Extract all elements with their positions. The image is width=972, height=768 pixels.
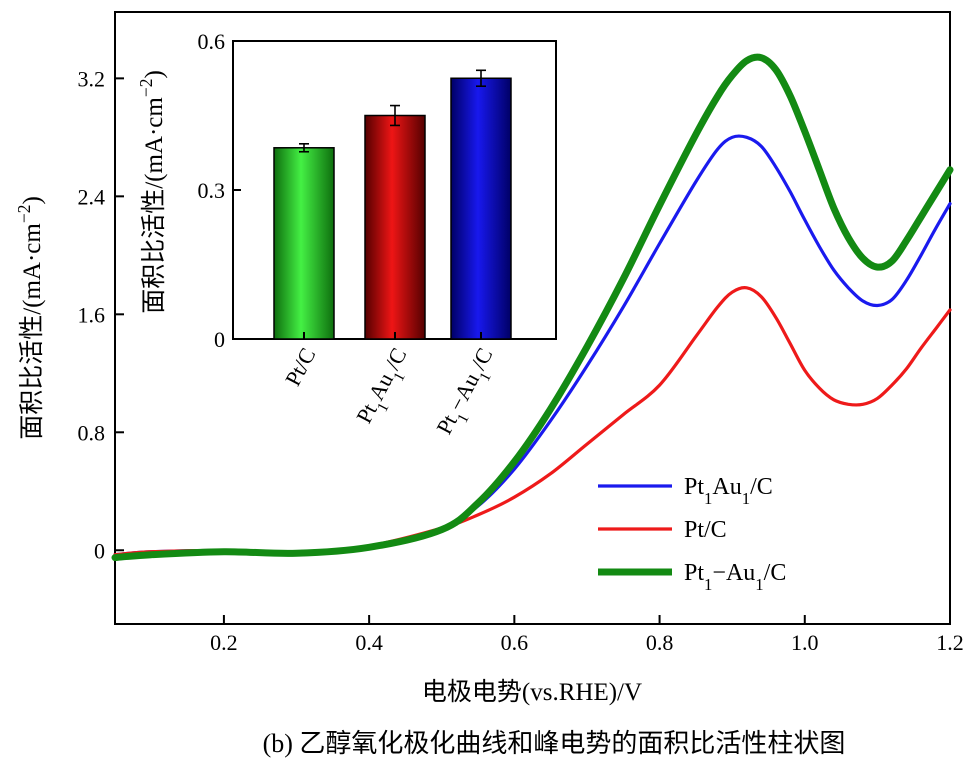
inset-bars bbox=[273, 69, 512, 340]
main-x-axis-label: 电极电势(vs.RHE)/V bbox=[422, 678, 642, 706]
inset-bar bbox=[450, 77, 512, 340]
main-y-ticks: 0 0.8 1.6 2.4 3.2 bbox=[78, 66, 124, 563]
inset-bar bbox=[364, 114, 426, 340]
main-x-tick-label: 0.8 bbox=[646, 630, 674, 655]
main-y-tick-label: 2.4 bbox=[78, 184, 106, 209]
series-line-pt1-au1 bbox=[111, 53, 954, 562]
inset-y-tick-label: 0.6 bbox=[198, 29, 226, 54]
main-x-tick-label: 1.0 bbox=[791, 630, 819, 655]
main-x-tick-label: 0.6 bbox=[501, 630, 529, 655]
main-y-tick-label: 0 bbox=[94, 538, 105, 563]
main-y-tick-label: 3.2 bbox=[78, 66, 106, 91]
inset-category-label: Pt1Au1/C bbox=[351, 344, 418, 431]
main-x-tick-label: 0.2 bbox=[210, 630, 238, 655]
inset-y-tick-label: 0.3 bbox=[198, 178, 226, 203]
legend: Pt1Au1/C Pt/C Pt1−Au1/C bbox=[598, 474, 786, 594]
main-plot-frame bbox=[114, 11, 951, 625]
main-x-ticks: 0.2 0.4 0.6 0.8 1.0 1.2 bbox=[210, 615, 964, 655]
inset-bar bbox=[273, 147, 335, 340]
inset-y-tick-label: 0 bbox=[214, 327, 225, 352]
main-x-tick-label: 0.4 bbox=[355, 630, 383, 655]
legend-label: Pt1Au1/C bbox=[684, 474, 773, 508]
inset-category-label: Pt1−Au1/C bbox=[431, 344, 504, 442]
inset-y-axis-label: 面积比活性/(mA·cm−2) bbox=[136, 70, 168, 314]
main-series-group bbox=[111, 53, 954, 562]
inset-y-ticks: 0 0.3 0.6 bbox=[198, 29, 241, 352]
legend-label: Pt/C bbox=[684, 517, 727, 543]
main-y-tick-label: 0.8 bbox=[78, 420, 106, 445]
figure-caption: (b) 乙醇氧化极化曲线和峰电势的面积比活性柱状图 bbox=[263, 729, 846, 758]
main-y-axis-label: 面积比活性/(mA·cm−2) bbox=[14, 196, 46, 440]
inset-category-label: Pt/C bbox=[280, 344, 320, 390]
legend-label: Pt1−Au1/C bbox=[684, 560, 786, 594]
main-x-tick-label: 1.2 bbox=[936, 630, 964, 655]
main-y-tick-label: 1.6 bbox=[78, 302, 106, 327]
